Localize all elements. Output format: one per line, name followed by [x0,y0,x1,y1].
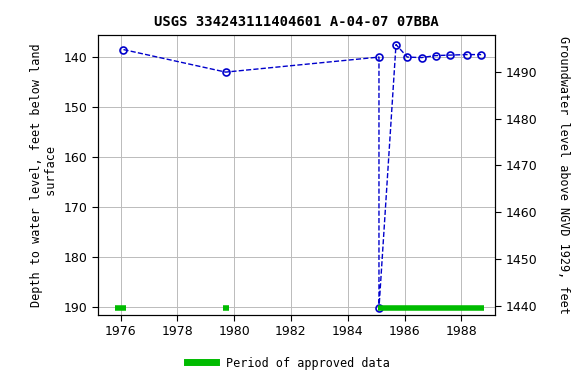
Y-axis label: Groundwater level above NGVD 1929, feet: Groundwater level above NGVD 1929, feet [557,36,570,314]
Legend: Period of approved data: Period of approved data [182,352,394,374]
Title: USGS 334243111404601 A-04-07 07BBA: USGS 334243111404601 A-04-07 07BBA [154,15,439,29]
Y-axis label: Depth to water level, feet below land
 surface: Depth to water level, feet below land su… [30,43,58,306]
